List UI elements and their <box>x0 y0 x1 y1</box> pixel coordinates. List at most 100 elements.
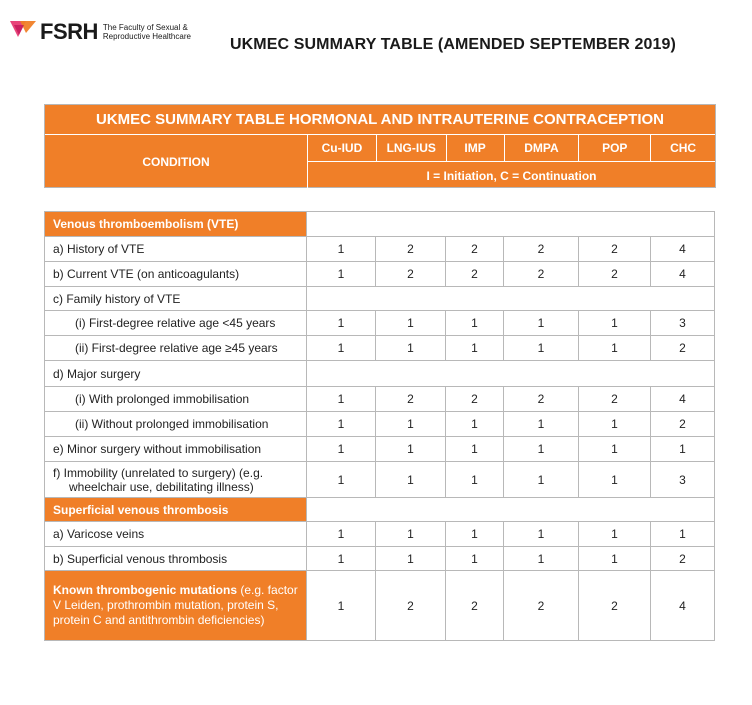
score-cell: 2 <box>650 411 715 437</box>
table-row: a) History of VTE 1 2 2 2 2 4 <box>44 236 715 262</box>
score-cell: 1 <box>578 310 651 336</box>
method-header: POP <box>579 135 652 161</box>
score-cell: 2 <box>445 261 504 287</box>
score-cell: 2 <box>445 236 504 262</box>
table-row: d) Major surgery <box>44 360 715 387</box>
condition-cell: b) Current VTE (on anticoagulants) <box>44 261 307 287</box>
fsrh-mark-icon <box>8 17 38 47</box>
table-row: f) Immobility (unrelated to surgery) (e.… <box>44 461 715 498</box>
condition-label: (ii) First-degree relative age ≥45 years <box>75 341 278 355</box>
method-header: IMP <box>447 135 505 161</box>
score-cell: 1 <box>306 461 376 498</box>
condition-cell: e) Minor surgery without immobilisation <box>44 436 307 462</box>
score-cell: 2 <box>375 261 446 287</box>
brand-name: FSRH <box>40 19 98 44</box>
table-row: b) Superficial venous thrombosis 1 1 1 1 1 2 <box>44 546 715 571</box>
section-row: Known thrombogenic mutations (e.g. facto… <box>44 570 715 641</box>
condition-label: a) History of VTE <box>53 242 145 256</box>
condition-label: a) Varicose veins <box>53 527 145 541</box>
condition-cell: b) Superficial venous thrombosis <box>44 546 307 571</box>
condition-cell: Venous thromboembolism (VTE) <box>44 211 307 237</box>
score-cell: 2 <box>650 335 715 361</box>
score-cell: 1 <box>445 521 504 547</box>
condition-label: c) Family history of VTE <box>53 291 181 306</box>
condition-label: f) Immobility (unrelated to surgery) (e.… <box>53 465 264 480</box>
score-cell: 4 <box>650 261 715 287</box>
condition-cell: a) History of VTE <box>44 236 307 262</box>
score-cell: 1 <box>445 436 504 462</box>
score-cell: 1 <box>375 461 446 498</box>
score-cell: 2 <box>578 570 651 641</box>
score-cell: 1 <box>578 546 651 571</box>
score-cell: 1 <box>306 436 376 462</box>
score-cell: 1 <box>375 521 446 547</box>
condition-cell: (i) With prolonged immobilisation <box>44 386 307 412</box>
blank-cell <box>306 497 715 522</box>
method-header: LNG-IUS <box>377 135 447 161</box>
table-row: (i) With prolonged immobilisation 1 2 2 2 2 4 <box>44 386 715 412</box>
condition-label: e) Minor surgery without immobilisation <box>53 442 262 456</box>
condition-label: (i) First-degree relative age <45 years <box>75 316 276 330</box>
condition-label: (ii) Without prolonged immobilisation <box>75 417 269 431</box>
score-cell: 1 <box>306 570 376 641</box>
table-row: (ii) Without prolonged immobilisation 1 1 1… <box>44 411 715 437</box>
score-cell: 1 <box>445 546 504 571</box>
condition-cell: d) Major surgery <box>44 360 307 387</box>
score-cell: 2 <box>503 236 579 262</box>
condition-cell: a) Varicose veins <box>44 521 307 547</box>
section-label: Known thrombogenic mutations <box>53 583 237 597</box>
score-cell: 1 <box>306 386 376 412</box>
condition-label: wheelchair use, debilitating illness) <box>69 479 254 494</box>
score-cell: 1 <box>503 461 579 498</box>
method-header: Cu-IUD <box>308 135 377 161</box>
score-cell: 1 <box>578 436 651 462</box>
condition-cell: (ii) Without prolonged immobilisation <box>44 411 307 437</box>
page-title: UKMEC SUMMARY TABLE (AMENDED SEPTEMBER 2… <box>230 36 676 53</box>
table-row: c) Family history of VTE <box>44 286 715 311</box>
condition-cell: Known thrombogenic mutations (e.g. facto… <box>44 570 307 641</box>
method-header: CHC <box>670 141 697 155</box>
condition-cell: (i) First-degree relative age <45 years <box>44 310 307 336</box>
condition-label: d) Major surgery <box>53 366 141 381</box>
condition-label: b) Superficial venous thrombosis <box>53 551 228 566</box>
condition-cell: (ii) First-degree relative age ≥45 years <box>44 335 307 361</box>
score-cell: 2 <box>445 570 504 641</box>
condition-cell: Superficial venous thrombosis <box>44 497 307 522</box>
score-cell: 1 <box>503 546 579 571</box>
score-cell: 1 <box>375 546 446 571</box>
score-cell: 1 <box>578 411 651 437</box>
score-cell: 1 <box>578 335 651 361</box>
condition-label: (i) With prolonged immobilisation <box>75 392 250 406</box>
score-cell: 2 <box>375 570 446 641</box>
score-cell: 4 <box>650 236 715 262</box>
legend: I = Initiation, C = Continuation <box>307 161 715 189</box>
section-row: Superficial venous thrombosis <box>44 497 715 522</box>
condition-cell: f) Immobility (unrelated to surgery) (e.… <box>44 461 307 498</box>
score-cell: 1 <box>578 461 651 498</box>
score-cell: 2 <box>503 386 579 412</box>
score-cell: 1 <box>306 335 376 361</box>
blank-cell <box>306 360 715 387</box>
score-cell: 1 <box>375 436 446 462</box>
section-label-detail: (e.g. factor V Leiden, prothrombin mutat… <box>53 583 298 627</box>
table-header: UKMEC SUMMARY TABLE HORMONAL AND INTRAUT… <box>44 104 716 189</box>
score-cell: 2 <box>503 261 579 287</box>
score-cell: 2 <box>445 386 504 412</box>
score-cell: 1 <box>503 436 579 462</box>
score-cell: 2 <box>375 236 446 262</box>
blank-cell <box>306 286 715 311</box>
score-cell: 3 <box>650 461 715 498</box>
table-row: b) Current VTE (on anticoagulants) 1 2 2 2 2 4 <box>44 261 715 287</box>
score-cell: 1 <box>445 411 504 437</box>
score-cell: 1 <box>445 335 504 361</box>
ukmec-table: Venous thromboembolism (VTE) a) History o… <box>44 211 715 641</box>
blank-cell <box>306 211 715 237</box>
score-cell: 2 <box>578 261 651 287</box>
score-cell: 1 <box>375 335 446 361</box>
score-cell: 1 <box>578 521 651 547</box>
score-cell: 1 <box>650 436 715 462</box>
table-row: (i) First-degree relative age <45 years 1… <box>44 310 715 336</box>
method-headers: Cu-IUD LNG-IUS IMP DMPA POP CHC <box>307 134 715 161</box>
score-cell: 2 <box>650 546 715 571</box>
section-row: Venous thromboembolism (VTE) <box>44 211 715 237</box>
